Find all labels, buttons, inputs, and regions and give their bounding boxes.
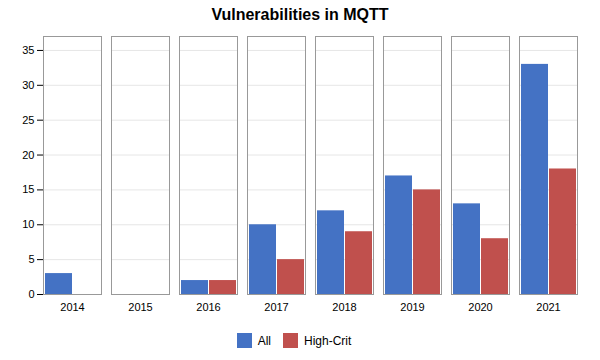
svg-text:2021: 2021 bbox=[536, 301, 560, 313]
svg-text:10: 10 bbox=[22, 218, 34, 230]
svg-text:2015: 2015 bbox=[128, 301, 152, 313]
svg-text:2018: 2018 bbox=[332, 301, 356, 313]
html-text:High-Crit: High-Crit bbox=[304, 333, 352, 348]
svg-text:2016: 2016 bbox=[196, 301, 220, 313]
svg-text:30: 30 bbox=[22, 79, 34, 91]
html-text:All: All bbox=[257, 333, 271, 348]
svg-text:5: 5 bbox=[28, 253, 34, 265]
svg-text:15: 15 bbox=[22, 183, 34, 195]
svg-text:2014: 2014 bbox=[60, 301, 84, 313]
svg-text:35: 35 bbox=[22, 44, 34, 56]
svg-text:2017: 2017 bbox=[264, 301, 288, 313]
svg-text:2019: 2019 bbox=[400, 301, 424, 313]
svg-text:25: 25 bbox=[22, 114, 34, 126]
svg-text:0: 0 bbox=[28, 288, 34, 300]
html-text:Vulnerabilities in MQTT: Vulnerabilities in MQTT bbox=[211, 6, 389, 23]
svg-text:2020: 2020 bbox=[468, 301, 492, 313]
svg-text:20: 20 bbox=[22, 149, 34, 161]
